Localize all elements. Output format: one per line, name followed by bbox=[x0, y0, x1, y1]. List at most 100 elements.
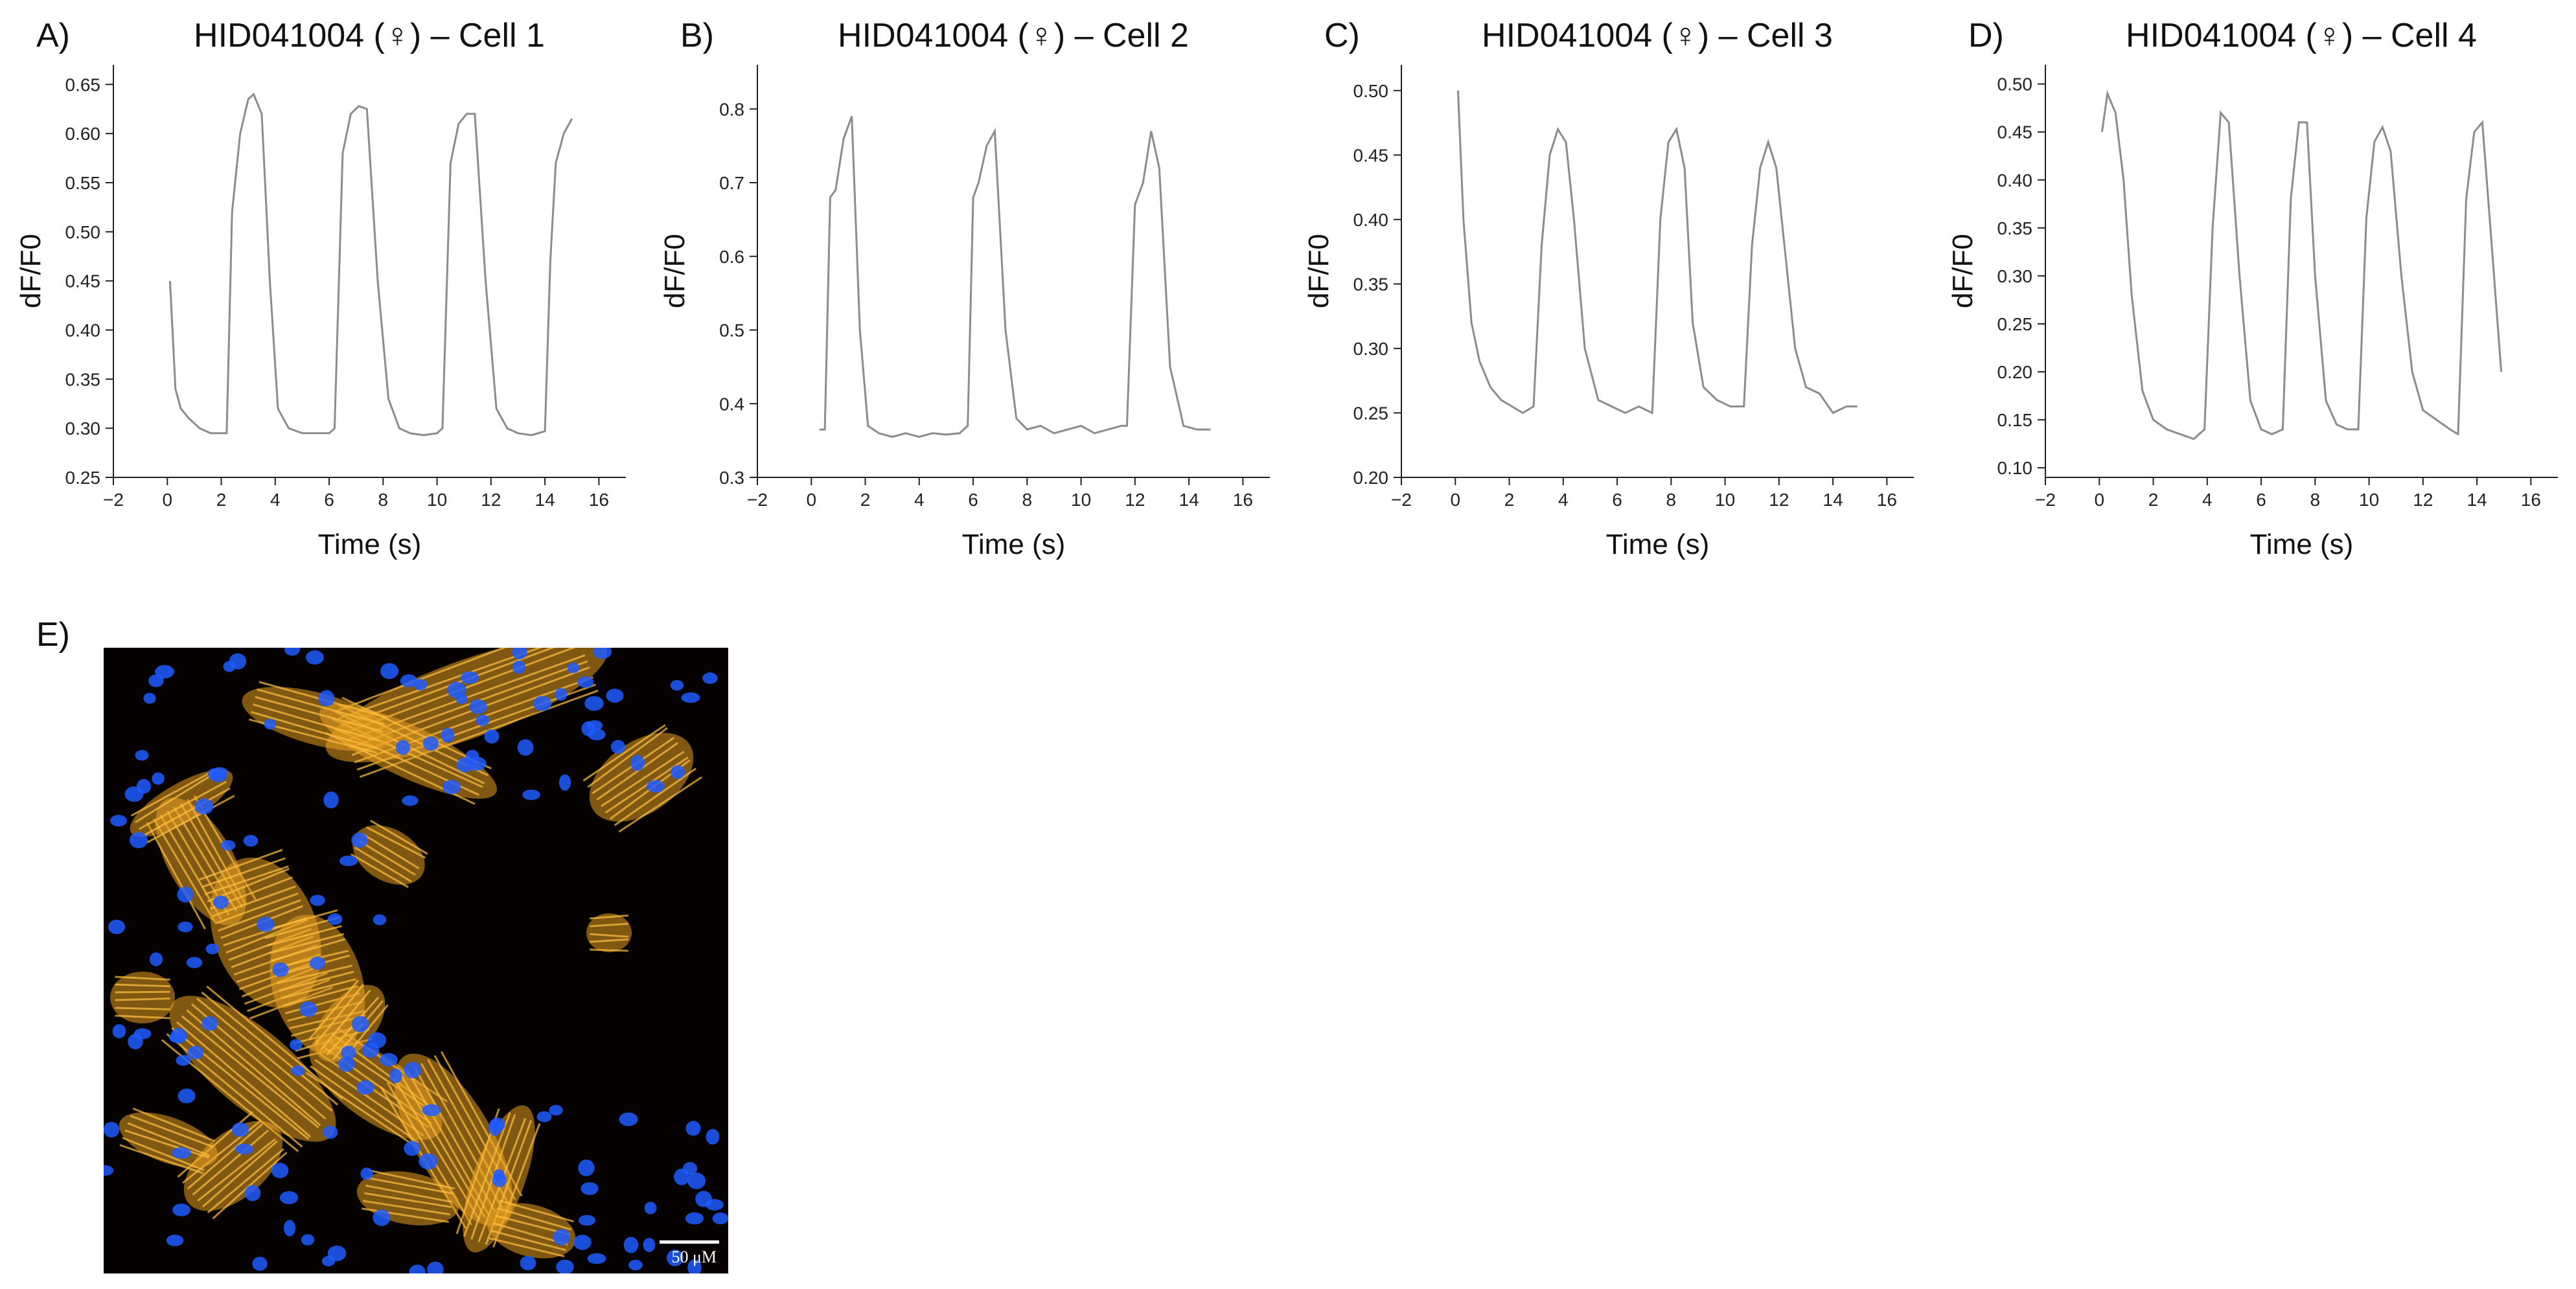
actin-body bbox=[314, 985, 385, 1062]
nucleus bbox=[187, 1045, 204, 1060]
micrograph-drawing bbox=[104, 648, 728, 1273]
x-tick-label: 6 bbox=[2256, 490, 2266, 510]
nucleus bbox=[356, 1080, 374, 1095]
nucleus bbox=[135, 749, 149, 761]
y-tick-label: 0.8 bbox=[719, 99, 744, 119]
x-tick-label: −2 bbox=[747, 490, 768, 510]
x-tick-label: −2 bbox=[1391, 490, 1412, 510]
nucleus bbox=[533, 696, 552, 711]
nucleus bbox=[404, 1141, 420, 1156]
nucleus bbox=[306, 650, 324, 665]
panel-e-label: E) bbox=[36, 616, 70, 654]
nucleus bbox=[567, 662, 580, 674]
x-tick-label: 14 bbox=[2467, 490, 2487, 510]
nucleus bbox=[578, 1159, 595, 1176]
nucleus bbox=[400, 674, 418, 688]
actin-cell bbox=[487, 1200, 576, 1259]
nucleus bbox=[201, 1016, 218, 1031]
actin-cell bbox=[119, 1107, 218, 1174]
x-tick-label: 4 bbox=[1558, 490, 1569, 510]
nucleus bbox=[176, 1055, 191, 1066]
actin-fiber bbox=[282, 985, 358, 1007]
x-tick-label: 10 bbox=[1071, 490, 1091, 510]
chart-d: D) HID041004 (♀) – Cell 4 −2 0 2 4 6 8 10 12 14 16 0… bbox=[1947, 17, 2558, 560]
nucleus bbox=[492, 1173, 507, 1187]
nucleus bbox=[327, 913, 343, 925]
nucleus bbox=[404, 1062, 422, 1078]
nucleus bbox=[610, 740, 626, 754]
nucleus bbox=[556, 1259, 574, 1273]
nucleus bbox=[310, 895, 325, 906]
nucleus bbox=[517, 739, 534, 756]
micrograph-image: 50 μM bbox=[104, 648, 728, 1273]
nucleus bbox=[577, 676, 594, 688]
actin-fiber bbox=[197, 1138, 276, 1202]
actin-fiber bbox=[351, 853, 409, 889]
nucleus bbox=[213, 895, 229, 909]
nucleus bbox=[460, 671, 479, 684]
actin-fiber bbox=[281, 978, 356, 999]
actin-fiber bbox=[212, 885, 296, 917]
actin-fiber bbox=[590, 933, 628, 938]
actin-fiber bbox=[255, 696, 383, 733]
actin-fiber bbox=[212, 1152, 288, 1220]
actin-fiber bbox=[214, 892, 299, 925]
x-tick-label: 8 bbox=[1666, 490, 1677, 510]
y-tick-label: 0.50 bbox=[1997, 74, 2033, 95]
y-tick-label: 0.20 bbox=[1997, 362, 2033, 382]
y-tick-label: 0.45 bbox=[1353, 145, 1389, 165]
nucleus bbox=[588, 729, 606, 740]
x-tick-label: 12 bbox=[1125, 490, 1145, 510]
nucleus bbox=[512, 648, 527, 659]
actin-fiber bbox=[119, 1144, 204, 1174]
y-tick-label: 0.40 bbox=[65, 321, 101, 341]
panel-label-c: C) bbox=[1324, 17, 1360, 54]
nucleus bbox=[702, 672, 718, 684]
actin-fiber bbox=[279, 970, 354, 992]
actin-fiber bbox=[250, 711, 378, 750]
actin-fiber bbox=[143, 787, 231, 837]
nucleus bbox=[172, 1147, 191, 1159]
actin-fiber bbox=[253, 703, 380, 742]
actin-body bbox=[487, 1203, 576, 1259]
panel-label-b: B) bbox=[680, 17, 714, 54]
nucleus bbox=[284, 648, 301, 656]
actin-fiber bbox=[115, 975, 170, 981]
actin-fiber bbox=[266, 925, 342, 947]
x-tick-label: 12 bbox=[481, 490, 501, 510]
nucleus bbox=[593, 648, 612, 659]
y-tick-label: 0.30 bbox=[1353, 339, 1389, 359]
y-tick-label: 0.4 bbox=[719, 394, 744, 414]
actin-fiber bbox=[361, 1207, 449, 1223]
actin-fiber bbox=[201, 857, 286, 888]
nucleus bbox=[136, 779, 152, 794]
nucleus bbox=[409, 1264, 426, 1273]
actin-fiber bbox=[201, 1140, 278, 1208]
y-tick-label: 0.10 bbox=[1997, 458, 2033, 478]
chart-title: HID041004 (♀) – Cell 3 bbox=[1482, 17, 1833, 54]
nucleus bbox=[129, 832, 148, 849]
nucleus bbox=[484, 729, 500, 744]
y-axis-label: dF/F0 bbox=[1947, 234, 1979, 308]
nucleus bbox=[257, 917, 275, 932]
y-tick-label: 0.45 bbox=[65, 271, 101, 291]
nucleus bbox=[290, 1039, 303, 1051]
chart-panel-d: D) HID041004 (♀) – Cell 4 −2 0 2 4 6 8 10 12 14 16 0… bbox=[1932, 0, 2576, 583]
y-tick-label: 0.25 bbox=[65, 468, 101, 488]
nucleus bbox=[166, 1235, 184, 1246]
y-tick-label: 0.25 bbox=[1997, 314, 2033, 334]
x-tick-label: 14 bbox=[1179, 490, 1199, 510]
nucleus bbox=[244, 1185, 261, 1202]
actin-fiber bbox=[115, 1007, 170, 1010]
nucleus bbox=[512, 660, 526, 674]
x-axis-label: Time (s) bbox=[962, 529, 1066, 560]
actin-fiber bbox=[363, 1200, 450, 1216]
chart-panel-a: A) HID041004 (♀) – Cell 1 −2 0 2 4 6 8 10 12 14 16 0… bbox=[0, 0, 644, 583]
actin-body bbox=[586, 913, 632, 952]
actin-cell bbox=[110, 972, 175, 1023]
actin-fiber bbox=[590, 922, 628, 928]
actin-fiber bbox=[187, 1123, 264, 1190]
scale-bar-label: 50 μM bbox=[671, 1248, 717, 1266]
nucleus bbox=[104, 1165, 114, 1176]
nucleus bbox=[427, 1261, 444, 1273]
